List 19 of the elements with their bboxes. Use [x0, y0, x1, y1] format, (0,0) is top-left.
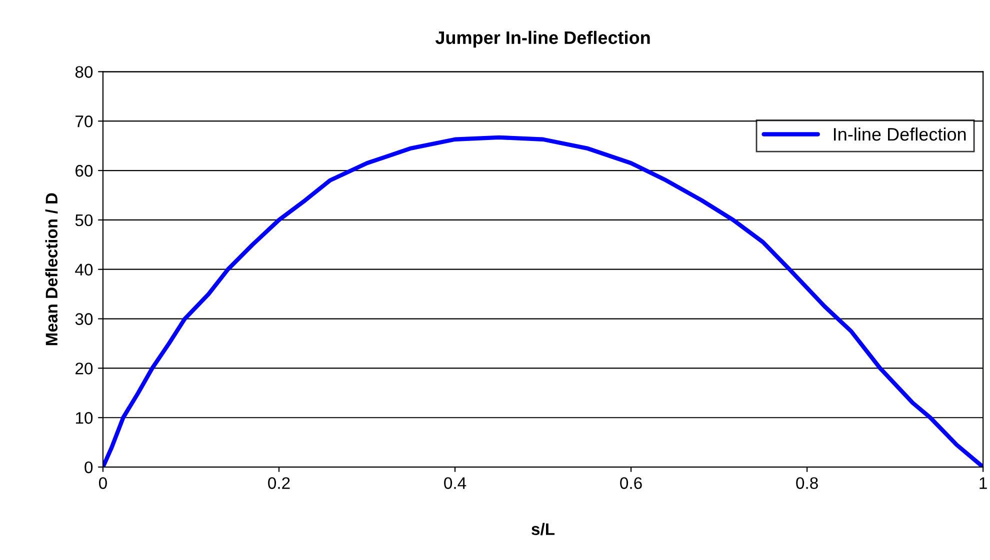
x-tick-label: 0.2: [268, 477, 290, 490]
y-tick-label: 40: [75, 264, 93, 276]
y-tick-label: 0: [84, 461, 93, 474]
y-axis-title: Mean Deflection / D: [45, 193, 58, 346]
x-tick-label: 0: [98, 477, 107, 490]
y-tick-label: 60: [76, 164, 93, 177]
x-tick-label: 0.6: [620, 477, 642, 490]
x-tick-label: 1: [980, 477, 987, 489]
y-tick-label: 80: [75, 66, 93, 78]
legend-label: In-line Deflection: [834, 127, 966, 141]
y-tick-label: 50: [75, 214, 93, 226]
y-tick-label: 70: [76, 116, 93, 128]
x-tick-label: 0.8: [796, 477, 818, 490]
x-tick-label: 0.4: [444, 477, 466, 490]
x-axis-title: s/L: [532, 522, 555, 536]
y-tick-label: 30: [75, 313, 93, 325]
y-tick-label: 10: [76, 412, 93, 424]
chart-title: Jumper In-line Deflection: [435, 30, 650, 48]
y-tick-label: 20: [76, 362, 93, 374]
